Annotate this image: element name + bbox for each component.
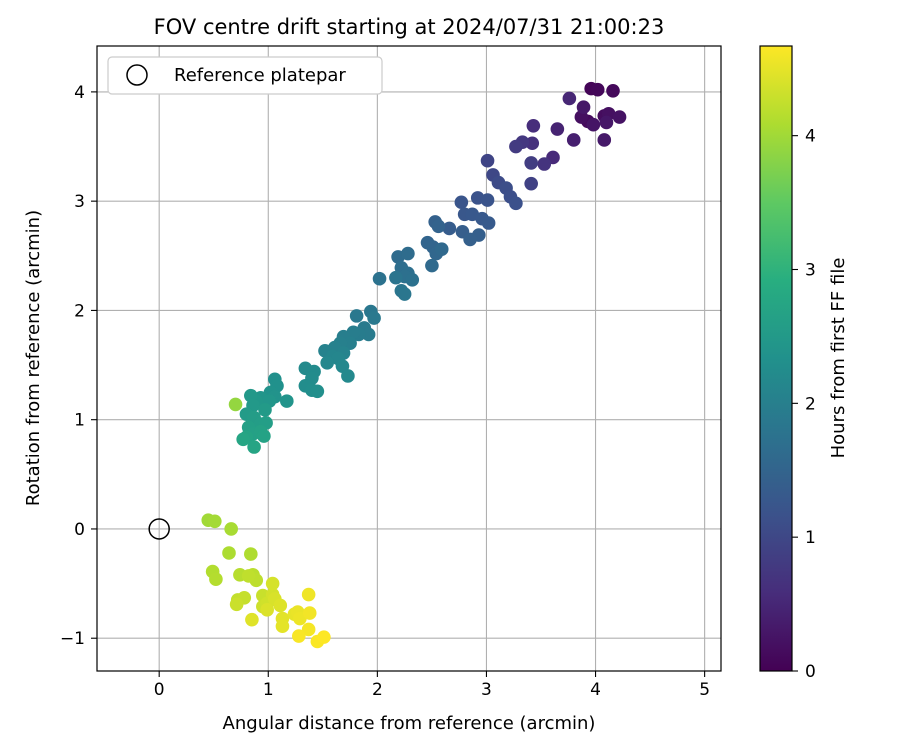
scatter-point [525,136,540,151]
y-axis-ticks: −1 0 1 2 3 4 [60,83,97,649]
colorbar-tick-label: 2 [805,394,816,414]
scatter-point [280,394,294,408]
scatter-point [397,287,412,301]
scatter-point [361,327,376,342]
scatter-point [526,118,541,133]
scatter-point [292,629,306,643]
scatter-point [606,83,620,98]
scatter-point [228,397,243,412]
y-tick-label: −1 [60,629,85,649]
scatter-point [612,110,627,124]
scatter-point [257,429,271,443]
scatter-point [480,153,495,168]
plot-background [97,46,721,671]
scatter-point [480,193,495,207]
x-tick-label: 0 [154,680,165,700]
scatter-point [586,117,601,132]
scatter-point [273,598,288,613]
data-points [201,81,627,649]
scatter-point [208,514,222,529]
y-tick-label: 3 [74,192,85,212]
y-tick-label: 0 [74,520,85,540]
scatter-point [431,219,446,234]
scatter-point [537,157,552,171]
scatter-point [301,622,316,637]
scatter-point [367,311,381,325]
scatter-point [245,612,259,627]
colorbar-tick-label: 0 [805,662,816,682]
scatter-point [481,216,496,230]
scatter-point [236,432,250,447]
scatter-point [301,587,316,602]
scatter-point [425,258,439,273]
scatter-point [258,403,272,417]
legend-entry-reference-platepar: Reference platepar [174,65,346,86]
scatter-point [550,122,565,136]
scatter-point [224,522,238,536]
chart-title: FOV centre drift starting at 2024/07/31 … [154,15,665,39]
x-tick-label: 4 [590,680,601,700]
scatter-point [509,196,523,211]
legend-marker-icon [126,64,148,86]
scatter-point [372,271,387,286]
legend-box [107,56,383,95]
plot-frame [96,45,722,672]
scatter-point [405,273,420,287]
scatter-point [310,384,325,399]
x-tick-label: 2 [372,680,383,700]
y-axis-label: Rotation from reference (arcmin) [23,210,44,506]
colorbar-tick-label: 3 [805,261,816,281]
scatter-point [222,546,236,560]
colorbar-label: Hours from first FF file [828,258,849,459]
scatter-point [247,440,261,454]
legend: Reference platepar [107,56,383,95]
scatter-point [599,115,614,130]
colorbar-gradient [760,46,792,671]
x-tick-label: 5 [699,680,710,700]
scatter-point [576,100,591,114]
scatter-point [566,133,581,147]
scatter-point [590,82,605,97]
scatter-point [442,221,457,236]
colorbar-tick-label: 4 [805,127,816,147]
scatter-point [434,242,449,257]
y-tick-label: 1 [74,411,85,431]
scatter-point [244,547,258,561]
scatter-point [349,309,364,323]
x-axis-ticks: 0 1 2 3 4 5 [154,671,710,700]
scatter-point [275,619,290,634]
scatter-point [597,133,612,147]
plot-area [96,45,722,672]
x-tick-label: 1 [263,680,274,700]
scatter-point [229,597,244,612]
scatter-point [524,176,538,191]
x-tick-label: 3 [481,680,492,700]
colorbar: 0 1 2 3 4 Hours from first FF file [759,45,849,682]
scatter-point [302,606,317,620]
colorbar-ticks: 0 1 2 3 4 [792,127,816,682]
x-gridlines [158,46,706,671]
scatter-point [209,572,223,587]
colorbar-frame [759,45,793,672]
x-axis-label: Angular distance from reference (arcmin) [223,713,596,734]
scatter-point [265,576,280,591]
scatter-point [260,603,274,617]
scatter-point [562,91,577,106]
scatter-point [509,139,523,154]
colorbar-tick-label: 1 [805,528,816,548]
scatter-point [241,569,256,583]
scatter-point [454,195,469,210]
scatter-point [463,232,477,247]
scatter-point [524,156,538,170]
y-tick-label: 2 [74,301,85,321]
scatter-point [317,630,331,644]
scatter-point [343,336,357,351]
scatter-point [389,270,403,285]
scatter-point [320,356,334,370]
reference-platepar-marker [148,518,170,540]
scatter-point [341,369,355,383]
y-tick-label: 4 [74,83,85,103]
scatter-point [401,246,415,261]
